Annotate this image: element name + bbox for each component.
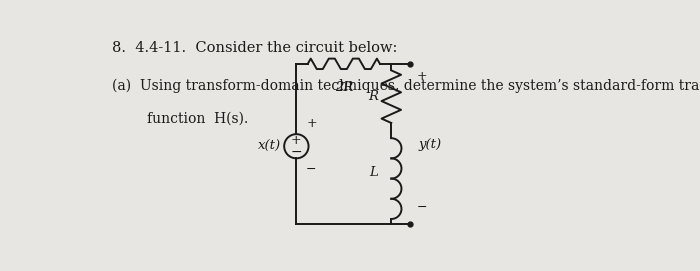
Text: −: − xyxy=(290,145,302,159)
Text: (a)  Using transform-domain techniques, determine the system’s standard-form tra: (a) Using transform-domain techniques, d… xyxy=(112,78,700,93)
Text: +: + xyxy=(291,134,302,147)
Text: function  H(s).: function H(s). xyxy=(112,112,248,126)
Text: L: L xyxy=(369,166,378,179)
Text: −: − xyxy=(306,163,316,176)
Text: 2R: 2R xyxy=(335,80,353,93)
Text: 8.  4.4-11.  Consider the circuit below:: 8. 4.4-11. Consider the circuit below: xyxy=(112,41,398,55)
Text: +: + xyxy=(306,117,317,130)
Text: −: − xyxy=(416,201,427,214)
Text: y(t): y(t) xyxy=(419,138,442,151)
Text: R: R xyxy=(368,90,378,103)
Text: +: + xyxy=(416,70,428,83)
Text: x(t): x(t) xyxy=(258,140,281,153)
